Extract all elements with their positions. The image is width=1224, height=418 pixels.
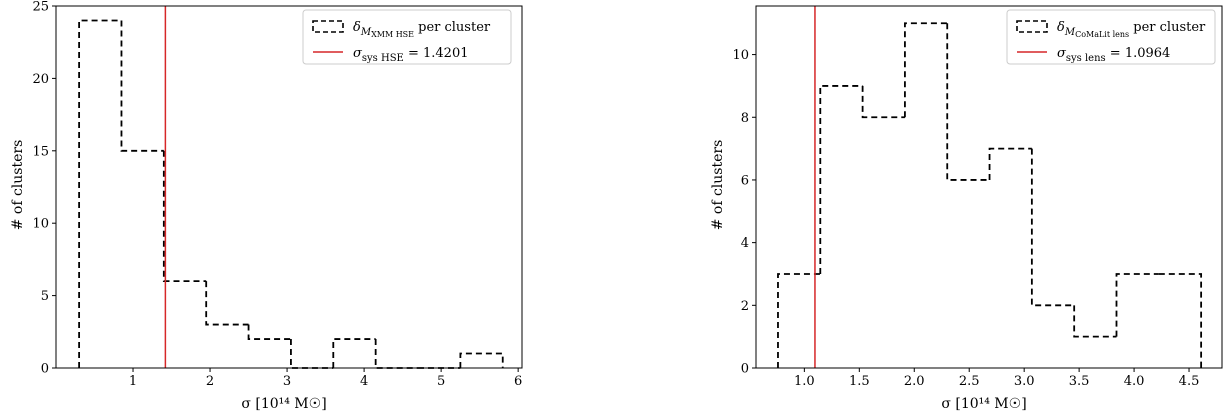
x-tick-label: 3.0 [1014,374,1035,389]
x-tick-label: 3.5 [1069,374,1090,389]
y-tick-label: 0 [41,362,49,377]
histogram-bin [1158,273,1203,368]
y-tick-label: 5 [41,289,49,304]
legend: δMXMM HSE per cluster σsys HSE = 1.4201 [302,9,512,65]
y-tick-label: 25 [32,0,49,15]
x-tick-label: 1.5 [849,374,870,389]
y-tick-label: 10 [732,48,749,63]
histogram-bin [205,281,249,326]
x-tick-label: 4.5 [1179,374,1200,389]
histogram-bin [120,20,164,152]
histogram-bin [1073,305,1117,338]
legend-frame [302,9,512,65]
y-tick-label: 4 [741,236,749,251]
axes-frame [755,5,1223,369]
histogram-bin [332,338,376,368]
legend-histogram-label: δMXMM HSE per cluster [353,20,491,39]
histogram-bin [904,22,948,118]
axes-frame [55,5,523,369]
chart-panel-right: # of clusters σ [10¹⁴ M☉] 1.0 1.5 2.0 2.5 3.… [710,5,1223,412]
x-axis-label: σ [10¹⁴ M☉] [941,396,1026,412]
histogram-bin [946,23,990,181]
histogram-bin [777,273,821,368]
x-tick-label: 2.0 [904,374,925,389]
histogram-bin [162,150,207,283]
y-axis-label: # of clusters [710,140,726,231]
x-tick-label: 1 [129,374,137,389]
y-tick-label: 2 [741,299,749,314]
histogram-bin [819,85,863,274]
legend-histogram-swatch [1016,20,1048,33]
y-tick-label: 15 [32,144,49,159]
legend-frame [1006,9,1216,65]
x-tick-label: 5 [437,374,445,389]
histogram-bin [78,19,122,368]
legend-vline-label: σsys HSE = 1.4201 [353,46,469,64]
y-tick-label: 10 [32,217,49,232]
x-tick-label: 2 [206,374,214,389]
legend-histogram-swatch [312,20,344,33]
histogram-bin [374,339,419,369]
y-tick-label: 8 [741,111,749,126]
histogram-bin [459,352,504,368]
x-tick-label: 6 [514,374,522,389]
x-tick-label: 4.0 [1124,374,1145,389]
x-tick-label: 2.5 [959,374,980,389]
x-tick-label: 1.0 [794,374,815,389]
histogram-bin [1030,148,1075,307]
legend-vline-label: σsys lens = 1.0964 [1057,46,1170,64]
y-tick-label: 0 [741,362,749,377]
y-axis-label: # of clusters [10,140,26,231]
x-axis-label: σ [10¹⁴ M☉] [241,396,326,412]
histogram-bin [1115,273,1159,337]
histogram-bin [290,339,334,369]
histogram-bin [247,324,291,340]
x-tick-label: 3 [283,374,291,389]
y-tick-label: 6 [741,173,749,188]
histogram-bin [861,85,905,119]
legend-histogram-label: δMCoMaLit lens per cluster [1057,20,1206,39]
y-tick-label: 20 [32,72,49,87]
chart-panel-left: # of clusters σ [10¹⁴ M☉] 1 2 3 4 5 6 0 5 10 15 20… [10,0,523,412]
histogram-bin [988,147,1032,180]
x-tick-label: 4 [360,374,368,389]
legend: δMCoMaLit lens per cluster σsys lens = 1… [1006,9,1216,65]
